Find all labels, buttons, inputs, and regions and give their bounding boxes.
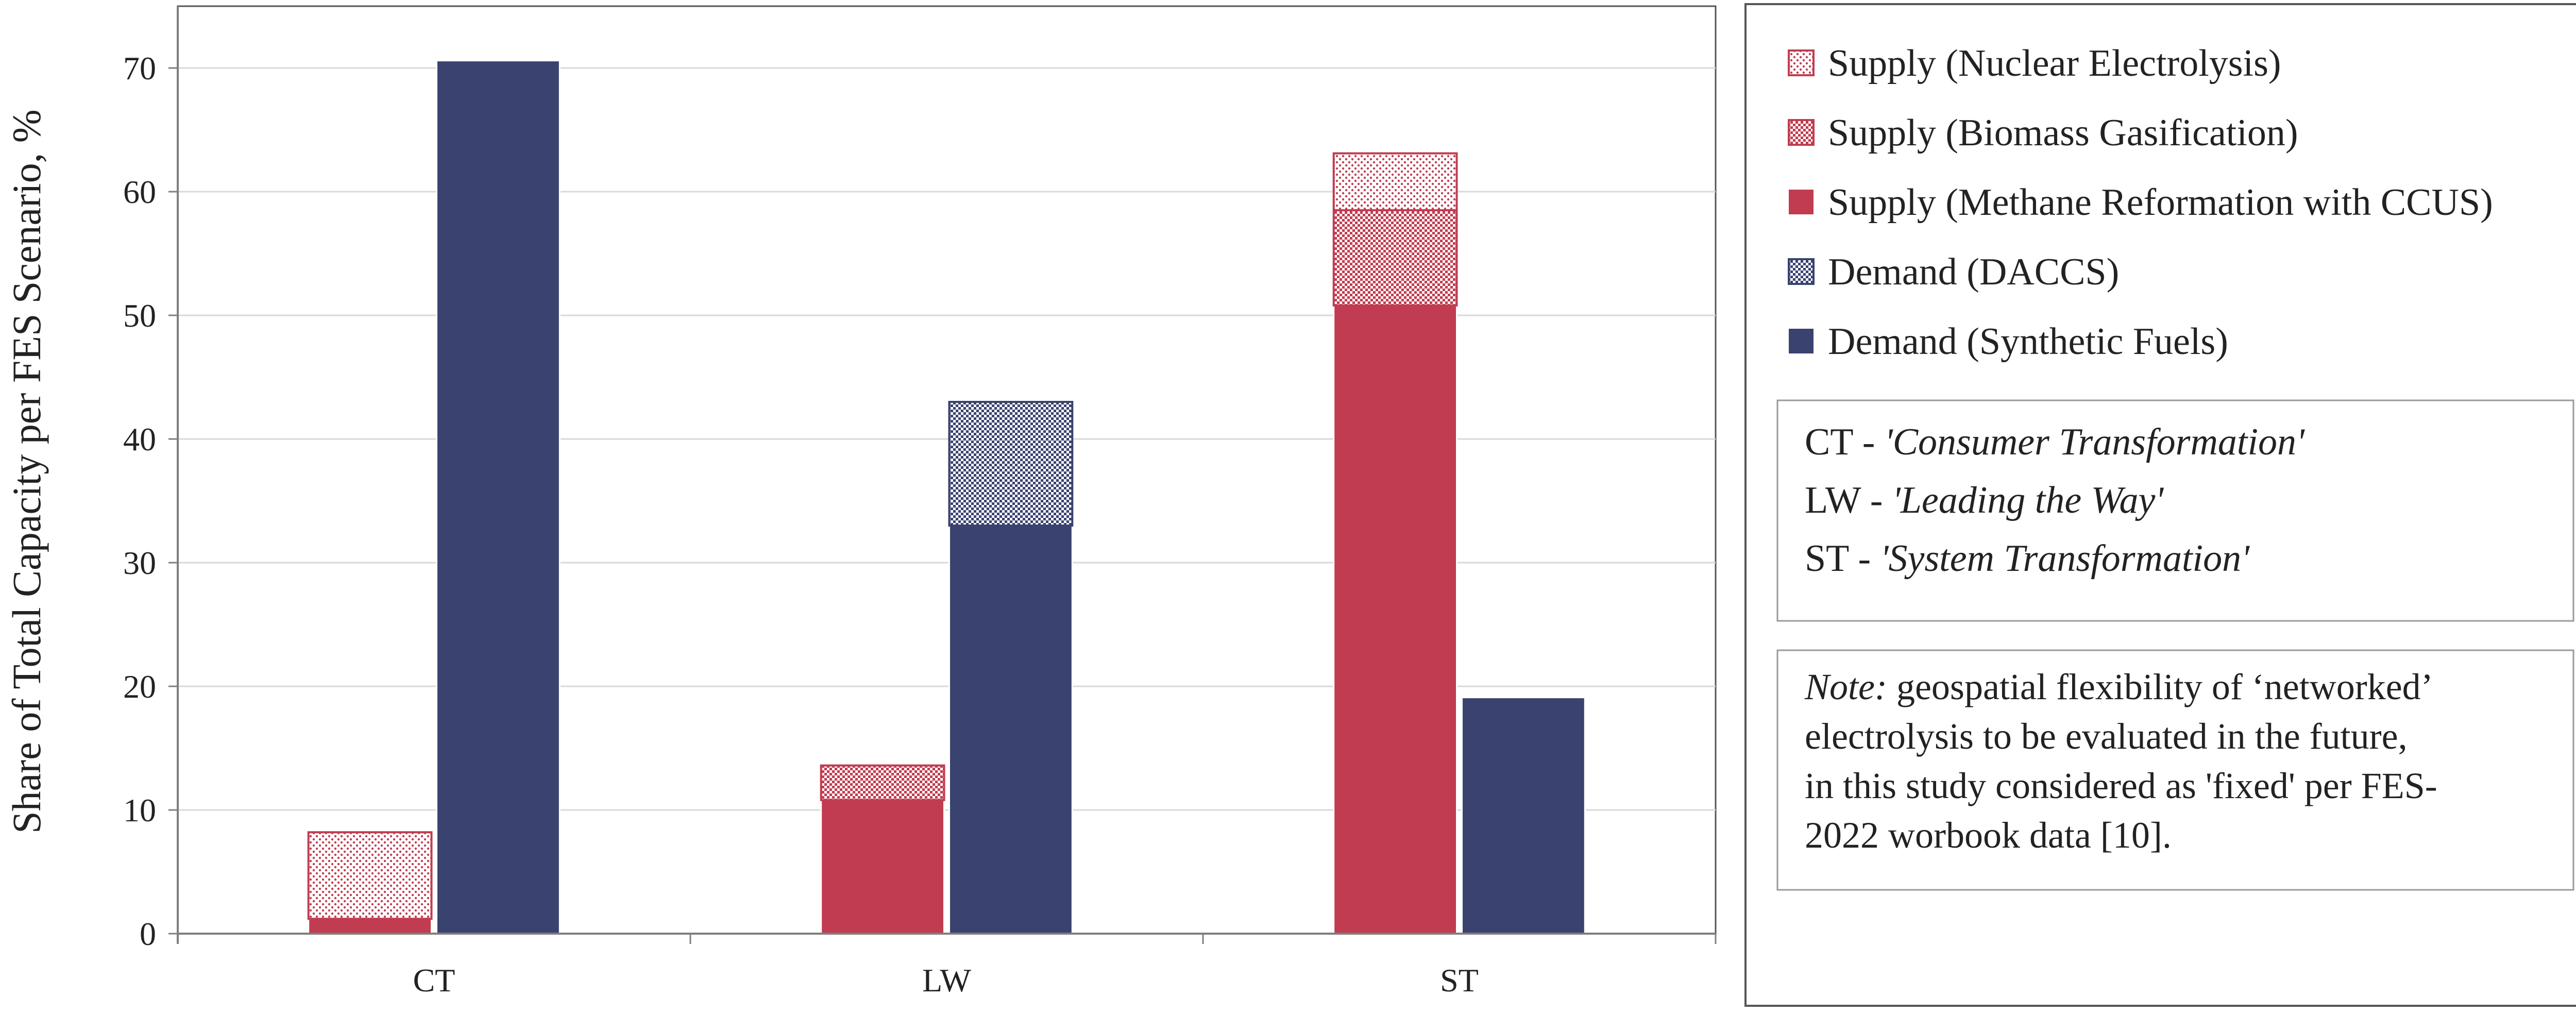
bar-lw-demand-synthetic-fuels	[948, 525, 1073, 935]
abbreviations: CT - 'Consumer Transformation' LW - 'Lea…	[1805, 421, 2305, 580]
note-box	[1776, 649, 2574, 891]
abbr-ct: CT - 'Consumer Transformation'	[1805, 421, 2305, 463]
legend-swatch	[1789, 329, 1814, 353]
legend-swatch	[1788, 119, 1815, 146]
note-line-1: Note: geospatial flexibility of ‘network…	[1804, 666, 2433, 707]
legend-frame	[1744, 3, 2576, 1007]
abbr-st: ST - 'System Transformation'	[1805, 537, 2250, 580]
abbr-lw: LW - 'Leading the Way'	[1805, 479, 2164, 521]
gridlines	[178, 67, 1716, 811]
bar-ct-supply-methane-reformation-with-ccus	[308, 918, 433, 935]
bar-lw-supply-biomass-gasification	[820, 764, 945, 801]
note-line-1-text: geospatial flexibility of ‘networked’	[1887, 666, 2433, 707]
bar-lw-demand-daccs	[948, 401, 1074, 527]
abbr-lw-code: LW -	[1805, 479, 1892, 521]
legend-label: Demand (DACCS)	[1828, 251, 2119, 293]
y-tick-label: 10	[123, 792, 156, 829]
legend-swatch	[1788, 258, 1815, 285]
abbreviations-box	[1776, 399, 2574, 622]
abbr-ct-code: CT -	[1805, 421, 1885, 463]
abbr-lw-name: 'Leading the Way'	[1892, 479, 2164, 521]
y-tick-label: 70	[123, 50, 156, 87]
note-label: Note:	[1804, 666, 1887, 707]
y-axis-title: Share of Total Capacity per FES Scenario…	[4, 109, 49, 833]
legend-label: Supply (Nuclear Electrolysis)	[1828, 42, 2281, 85]
legend-swatch	[1789, 190, 1814, 214]
abbr-ct-name: 'Consumer Transformation'	[1885, 421, 2305, 463]
bar-lw-supply-methane-reformation-with-ccus	[820, 799, 945, 935]
legend-label: Supply (Biomass Gasification)	[1828, 112, 2298, 154]
y-tick-label: 0	[140, 916, 156, 952]
bar-st-supply-nuclear-electrolysis	[1332, 152, 1458, 212]
y-tick-label: 30	[123, 545, 156, 581]
y-tick-label: 40	[123, 421, 156, 458]
note-line-4: 2022 worbook data [10].	[1805, 815, 2172, 856]
bar-st-supply-methane-reformation-with-ccus	[1333, 305, 1458, 935]
bars	[307, 60, 1586, 935]
x-tick-label-ct: CT	[413, 962, 455, 999]
x-tick-label-st: ST	[1440, 962, 1479, 999]
legend: Supply (Nuclear Electrolysis) Supply (Bio…	[1788, 42, 2493, 363]
y-tick-label: 50	[123, 297, 156, 334]
x-tick-label-lw: LW	[922, 962, 971, 999]
bar-ct-demand-synthetic-fuels	[436, 60, 561, 935]
legend-label: Demand (Synthetic Fuels)	[1828, 320, 2228, 363]
y-tick-label: 60	[123, 174, 156, 210]
abbr-st-code: ST -	[1805, 537, 1880, 580]
bar-ct-supply-nuclear-electrolysis	[307, 831, 433, 920]
note: Note: geospatial flexibility of ‘network…	[1804, 666, 2437, 856]
y-tick-label: 20	[123, 668, 156, 705]
note-line-3: in this study considered as 'fixed' per …	[1805, 765, 2437, 806]
bar-st-supply-biomass-gasification	[1332, 209, 1458, 307]
note-line-2: electrolysis to be evaluated in the futu…	[1805, 716, 2408, 757]
axes: 0 10 20 30 40 50 60 70 CT LW ST	[123, 6, 1717, 999]
legend-swatch	[1788, 49, 1815, 76]
bar-st-demand-synthetic-fuels	[1461, 697, 1586, 935]
legend-label: Supply (Methane Reformation with CCUS)	[1828, 181, 2493, 224]
abbr-st-name: 'System Transformation'	[1880, 537, 2250, 580]
